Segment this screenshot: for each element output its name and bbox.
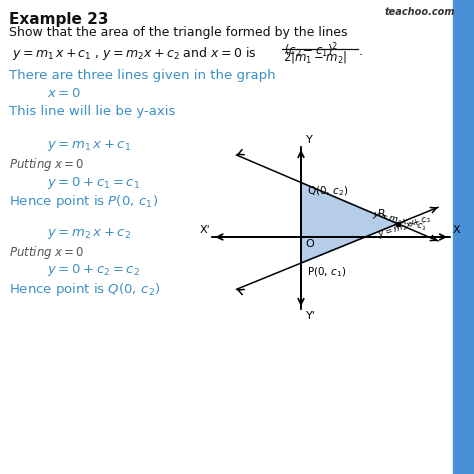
- Text: $(c_2 - c_1)^2$: $(c_2 - c_1)^2$: [284, 41, 338, 60]
- Text: teachoo.com: teachoo.com: [384, 7, 455, 17]
- Bar: [453, 0, 474, 474]
- Text: This line will lie be y-axis: This line will lie be y-axis: [9, 105, 176, 118]
- Text: Show that the area of the triangle formed by the lines: Show that the area of the triangle forme…: [9, 26, 348, 39]
- Text: .: .: [358, 45, 362, 57]
- Polygon shape: [301, 182, 398, 263]
- Text: Hence point is $P(0,\,c_1)$: Hence point is $P(0,\,c_1)$: [9, 193, 158, 210]
- Text: $Putting\;x = 0$: $Putting\;x = 0$: [9, 156, 84, 173]
- Text: Y: Y: [306, 135, 312, 145]
- Text: $y = m_2\,x + c_2$: $y = m_2\,x + c_2$: [47, 226, 131, 241]
- Text: X: X: [452, 225, 460, 235]
- Text: $y = m_1x + c_1$: $y = m_1x + c_1$: [371, 209, 428, 234]
- Text: Hence point is $Q(0,\,c_2)$: Hence point is $Q(0,\,c_2)$: [9, 281, 161, 298]
- Text: Y': Y': [306, 311, 316, 321]
- Text: $2|m_1 - m_2|$: $2|m_1 - m_2|$: [283, 49, 348, 65]
- Text: X': X': [199, 225, 210, 235]
- Text: There are three lines given in the graph: There are three lines given in the graph: [9, 69, 276, 82]
- Text: $y = m_2x + c_2$: $y = m_2x + c_2$: [376, 212, 433, 241]
- Text: $y = 0 + c_2 = c_2$: $y = 0 + c_2 = c_2$: [47, 263, 140, 278]
- Text: O: O: [306, 239, 314, 249]
- Text: $y = m_1\,x + c_1$ , $y = m_2 x + c_2$ and $x = 0$ is: $y = m_1\,x + c_1$ , $y = m_2 x + c_2$ a…: [12, 45, 256, 62]
- Text: $y = m_1\,x + c_1$: $y = m_1\,x + c_1$: [47, 138, 131, 153]
- Text: P(0, $c_1$): P(0, $c_1$): [307, 265, 346, 279]
- Text: R: R: [378, 209, 386, 219]
- Text: $y = 0 + c_1 = c_1$: $y = 0 + c_1 = c_1$: [47, 175, 141, 191]
- Text: $x = 0$: $x = 0$: [47, 87, 82, 100]
- Text: $Putting\;x = 0$: $Putting\;x = 0$: [9, 244, 84, 261]
- Text: Example 23: Example 23: [9, 12, 109, 27]
- Text: Q(0, $c_2$): Q(0, $c_2$): [307, 185, 348, 199]
